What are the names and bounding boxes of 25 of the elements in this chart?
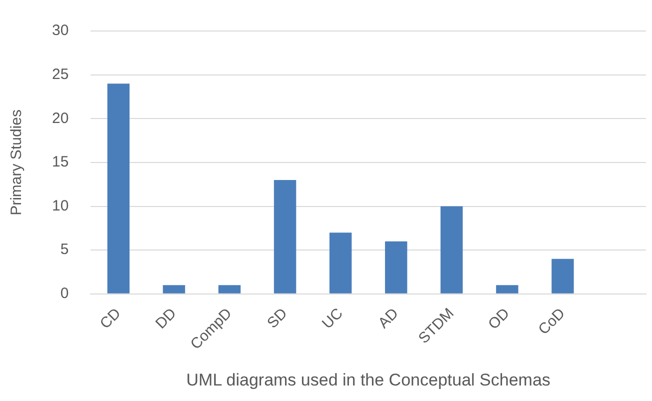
bar <box>552 258 574 294</box>
y-axis-title: Primary Studies <box>8 110 26 216</box>
x-tick-label: CD <box>96 304 124 332</box>
bar <box>329 232 352 294</box>
x-axis-title: UML diagrams used in the Conceptual Schemas <box>186 370 550 390</box>
bar <box>440 206 463 294</box>
bar <box>385 241 408 294</box>
bar <box>107 84 130 294</box>
x-tick-label: SD <box>264 304 291 332</box>
y-tick-label: 20 <box>52 110 69 127</box>
bar <box>496 285 518 294</box>
y-tick-label: 0 <box>60 285 69 302</box>
x-tick-label: AD <box>375 304 402 332</box>
bar <box>218 285 241 294</box>
bar <box>162 285 186 294</box>
y-tick-label: 25 <box>52 66 69 83</box>
x-tick-label: UC <box>318 304 346 332</box>
y-tick-label: 10 <box>52 197 69 214</box>
bar <box>274 180 296 294</box>
x-tick-label: DD <box>152 304 180 332</box>
y-tick-label: 15 <box>52 154 69 171</box>
y-tick-label: 30 <box>52 22 69 40</box>
x-tick-label: CoD <box>535 304 569 338</box>
x-tick-label: OD <box>484 304 514 333</box>
y-tick-label: 5 <box>60 241 69 258</box>
